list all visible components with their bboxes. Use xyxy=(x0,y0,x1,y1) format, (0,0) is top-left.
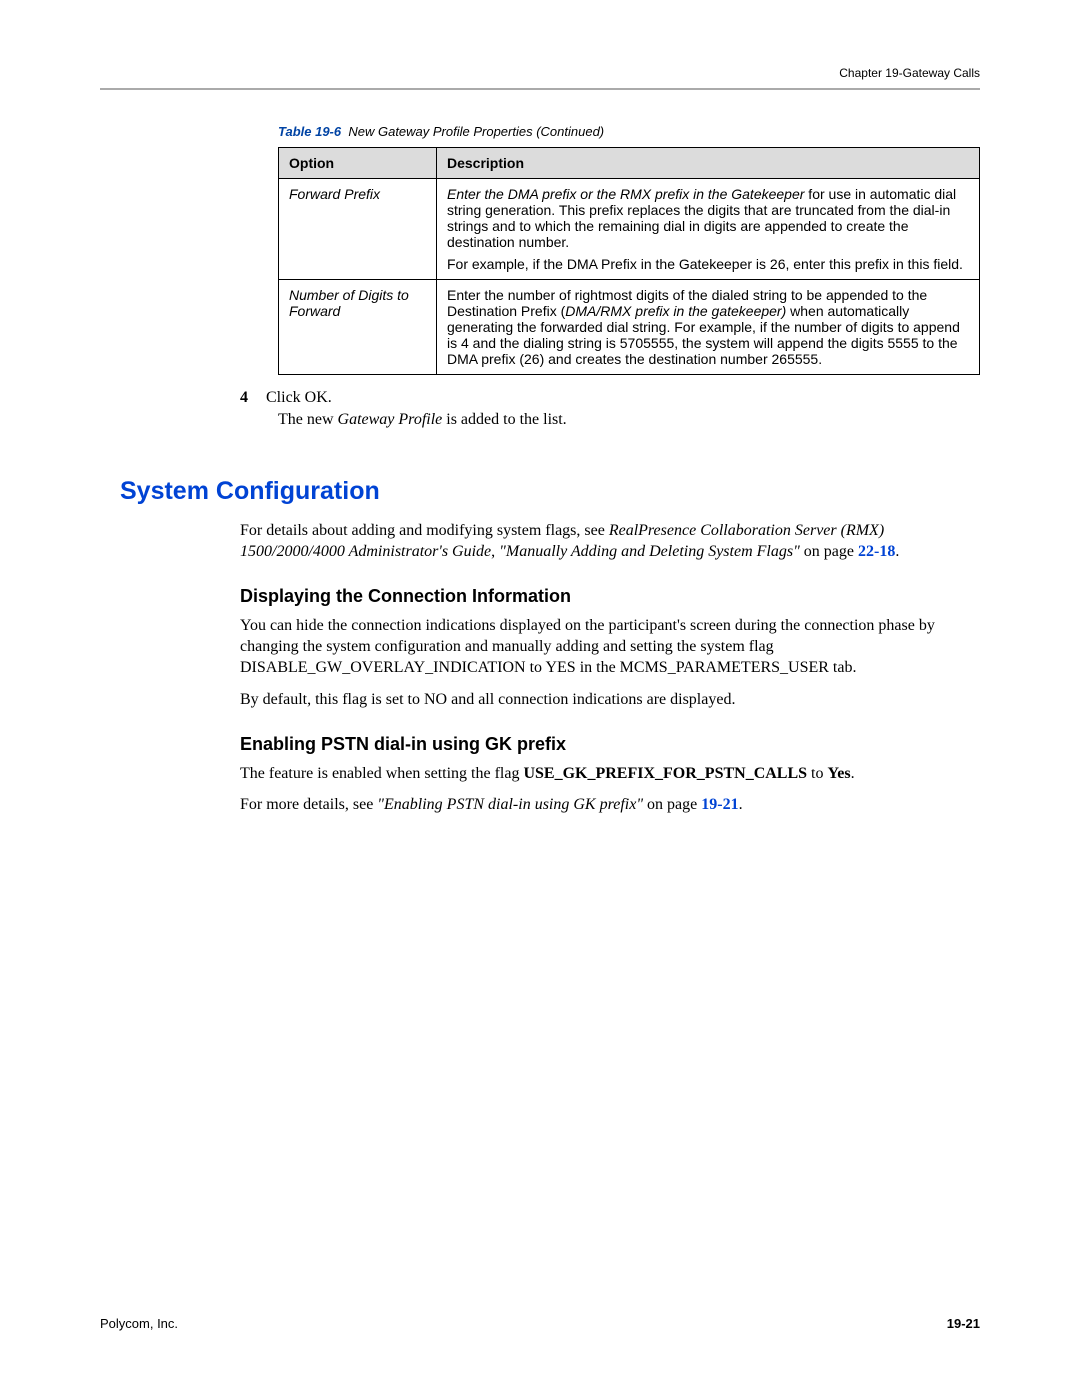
table-row: Number of Digits to Forward Enter the nu… xyxy=(279,280,980,375)
page-footer: Polycom, Inc. 19-21 xyxy=(100,1316,980,1331)
step-result: The new Gateway Profile is added to the … xyxy=(278,411,980,429)
table-caption-number: Table 19-6 xyxy=(278,124,341,139)
page-link-22-18[interactable]: 22-18 xyxy=(858,543,895,560)
cell-option: Forward Prefix xyxy=(279,179,437,280)
sub1-p1: You can hide the connection indications … xyxy=(240,615,980,678)
cell-description: Enter the number of rightmost digits of … xyxy=(437,280,980,375)
chapter-header: Chapter 19-Gateway Calls xyxy=(100,66,980,80)
sub2-body: The feature is enabled when setting the … xyxy=(240,763,980,815)
subhead-pstn-dialin: Enabling PSTN dial-in using GK prefix xyxy=(240,734,980,755)
sub1-p2: By default, this flag is set to NO and a… xyxy=(240,689,980,710)
properties-table: Option Description Forward Prefix Enter … xyxy=(278,147,980,375)
table-caption: Table 19-6 New Gateway Profile Propertie… xyxy=(278,124,980,139)
cell-option: Number of Digits to Forward xyxy=(279,280,437,375)
footer-page-number: 19-21 xyxy=(947,1316,980,1331)
section-system-configuration: System Configuration xyxy=(120,477,980,506)
section-body: For details about adding and modifying s… xyxy=(240,520,980,562)
page-link-19-21[interactable]: 19-21 xyxy=(701,796,738,813)
step-4: 4Click OK. xyxy=(240,389,980,407)
header-rule xyxy=(100,88,980,90)
col-description: Description xyxy=(437,148,980,179)
footer-company: Polycom, Inc. xyxy=(100,1316,178,1331)
step-text: Click OK. xyxy=(266,389,332,406)
subhead-connection-info: Displaying the Connection Information xyxy=(240,586,980,607)
sub1-body: You can hide the connection indications … xyxy=(240,615,980,709)
table-row: Forward Prefix Enter the DMA prefix or t… xyxy=(279,179,980,280)
cell-description: Enter the DMA prefix or the RMX prefix i… xyxy=(437,179,980,280)
step-number: 4 xyxy=(240,389,266,407)
col-option: Option xyxy=(279,148,437,179)
